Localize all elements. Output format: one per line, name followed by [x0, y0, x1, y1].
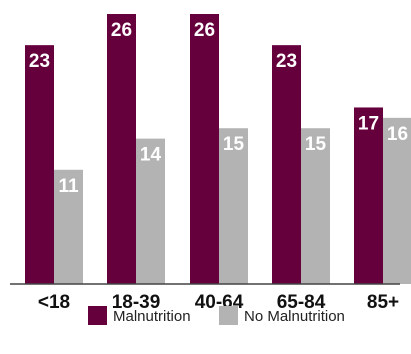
legend-swatch-malnutrition [88, 306, 107, 325]
data-label-malnutrition-40-64: 26 [194, 20, 215, 41]
x-tick-label-85: 85+ [367, 292, 399, 313]
x-tick-label-18-39: 18-39 [112, 292, 161, 313]
legend-label-no-malnutrition: No Malnutrition [244, 308, 345, 325]
legend-swatch-no-malnutrition [219, 306, 238, 325]
bar-malnutrition-18 [25, 45, 54, 285]
bar-no-malnutrition-18 [54, 169, 83, 284]
bar-malnutrition-18-39 [107, 14, 136, 284]
legend: Malnutrition No Malnutrition [88, 306, 345, 325]
data-label-malnutrition-85: 17 [358, 113, 379, 134]
data-label-malnutrition-18-39: 26 [111, 20, 132, 41]
data-label-no-malnutrition-18-39: 14 [140, 145, 162, 166]
bars-layer: 23 11 26 14 26 15 23 15 17 16 [25, 14, 411, 285]
data-label-no-malnutrition-18: 11 [58, 176, 79, 197]
x-tick-labels: <18 18-39 40-64 65-84 85+ [38, 292, 399, 313]
data-label-malnutrition-18: 23 [29, 51, 50, 72]
bar-malnutrition-40-64 [190, 14, 219, 284]
data-label-no-malnutrition-40-64: 15 [223, 134, 245, 155]
bar-no-malnutrition-85 [383, 117, 411, 284]
bar-no-malnutrition-40-64 [219, 128, 248, 284]
data-label-no-malnutrition-65-84: 15 [305, 134, 327, 155]
data-label-no-malnutrition-85: 16 [387, 124, 408, 145]
data-label-malnutrition-65-84: 23 [276, 51, 297, 72]
x-tick-label-65-84: 65-84 [277, 292, 326, 313]
x-tick-label-18: <18 [38, 292, 70, 313]
bar-malnutrition-65-84 [272, 45, 301, 285]
legend-label-malnutrition: Malnutrition [113, 308, 191, 325]
bar-no-malnutrition-65-84 [301, 128, 330, 284]
bar-no-malnutrition-18-39 [136, 138, 165, 284]
bar-malnutrition-85 [354, 107, 383, 284]
